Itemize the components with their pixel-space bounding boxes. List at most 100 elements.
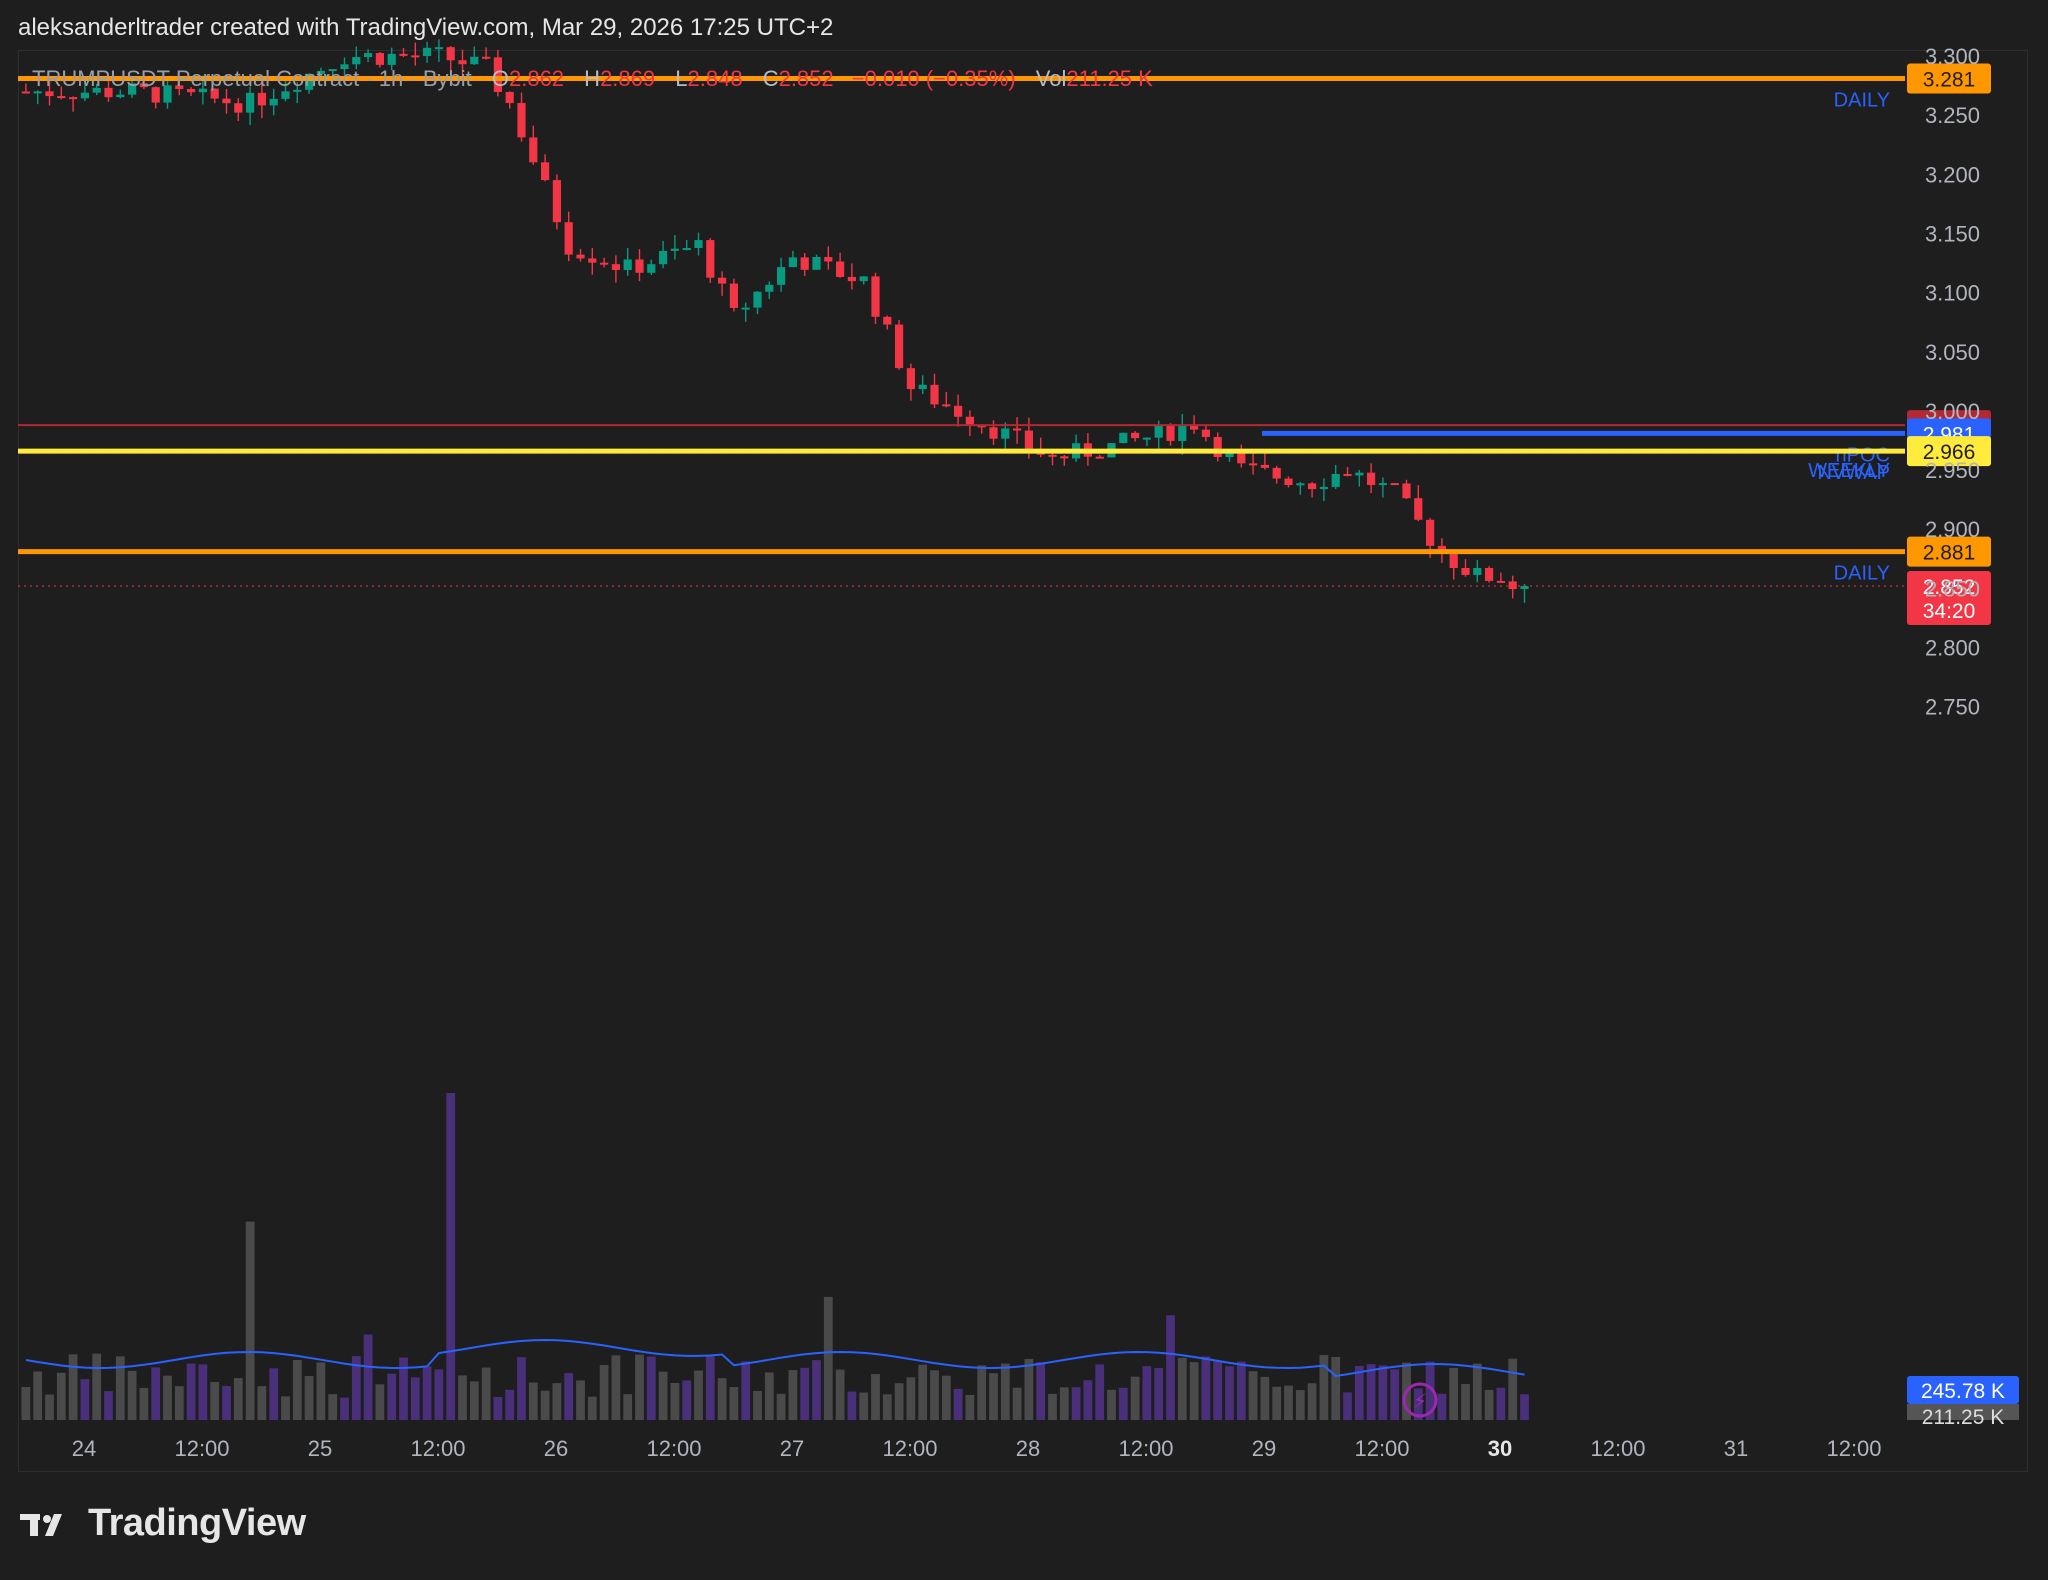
candle-body[interactable] (1142, 437, 1151, 440)
candle-body[interactable] (1201, 429, 1210, 437)
candle-body[interactable] (505, 91, 514, 104)
candle-body[interactable] (1461, 567, 1470, 575)
candle-body[interactable] (375, 53, 384, 65)
candle-body[interactable] (364, 53, 373, 58)
candle-body[interactable] (1520, 585, 1529, 590)
candle-body[interactable] (753, 291, 762, 308)
candle-body[interactable] (1449, 553, 1458, 568)
candle-body[interactable] (954, 405, 963, 417)
candle-body[interactable] (871, 276, 880, 317)
candle-body[interactable] (1367, 472, 1376, 485)
candle-body[interactable] (1414, 498, 1423, 520)
candle-body[interactable] (281, 91, 290, 99)
candle-body[interactable] (1166, 424, 1175, 441)
candle-body[interactable] (1178, 424, 1187, 441)
candle-body[interactable] (930, 384, 939, 405)
candle-body[interactable] (800, 257, 809, 270)
candle-body[interactable] (116, 94, 125, 98)
candle-body[interactable] (1426, 519, 1435, 546)
candle-body[interactable] (305, 73, 314, 90)
candle-body[interactable] (1119, 432, 1128, 444)
candle-body[interactable] (45, 91, 54, 97)
candle-body[interactable] (1225, 452, 1234, 457)
candle-body[interactable] (989, 427, 998, 439)
candle-body[interactable] (423, 47, 432, 57)
candle-body[interactable] (1048, 454, 1057, 457)
candle-body[interactable] (1343, 473, 1352, 476)
candle-body[interactable] (234, 103, 243, 113)
candle-body[interactable] (470, 56, 479, 65)
candle-body[interactable] (576, 254, 585, 259)
candle-body[interactable] (564, 222, 573, 255)
candle-body[interactable] (1473, 567, 1482, 575)
candle-body[interactable] (706, 240, 715, 278)
candle-body[interactable] (387, 53, 396, 65)
candle-body[interactable] (788, 257, 797, 268)
candle-body[interactable] (906, 368, 915, 390)
candle-body[interactable] (187, 89, 196, 93)
candle-body[interactable] (352, 57, 361, 65)
candle-body[interactable] (33, 91, 42, 94)
candle-body[interactable] (411, 55, 420, 58)
candle-body[interactable] (659, 250, 668, 265)
candle-body[interactable] (611, 264, 620, 270)
candle-body[interactable] (588, 258, 597, 263)
symbol-title[interactable]: TRUMPUSDT Perpetual Contract · 1h · Bybi… (32, 66, 472, 91)
candle-body[interactable] (340, 64, 349, 70)
candle-body[interactable] (222, 98, 231, 104)
candle-body[interactable] (269, 98, 278, 106)
candle-body[interactable] (729, 283, 738, 308)
candle-body[interactable] (859, 276, 868, 282)
candle-body[interactable] (1024, 430, 1033, 449)
candle-body[interactable] (1485, 567, 1494, 581)
candle-body[interactable] (1095, 456, 1104, 459)
candle-body[interactable] (1154, 424, 1163, 438)
candle-body[interactable] (1331, 473, 1340, 487)
candle-body[interactable] (328, 69, 337, 72)
candle-body[interactable] (623, 259, 632, 270)
lightning-icon[interactable] (1402, 1382, 1438, 1418)
candle-body[interactable] (647, 264, 656, 273)
candle-body[interactable] (482, 56, 491, 59)
candle-body[interactable] (446, 47, 455, 61)
candle-body[interactable] (1249, 463, 1258, 466)
candle-body[interactable] (1296, 483, 1305, 486)
candle-body[interactable] (1308, 483, 1317, 490)
candle-body[interactable] (246, 92, 255, 113)
candle-body[interactable] (918, 384, 927, 390)
candle-body[interactable] (517, 103, 526, 138)
candle-body[interactable] (765, 284, 774, 292)
candle-body[interactable] (104, 87, 113, 98)
candle-body[interactable] (57, 96, 66, 99)
candle-body[interactable] (1402, 483, 1411, 499)
candle-body[interactable] (1508, 581, 1517, 590)
candle-body[interactable] (1131, 432, 1140, 439)
candle-body[interactable] (777, 267, 786, 285)
candle-body[interactable] (1213, 436, 1222, 457)
candle-body[interactable] (541, 162, 550, 181)
candle-body[interactable] (198, 88, 207, 93)
candle-body[interactable] (316, 70, 325, 74)
candle-body[interactable] (741, 307, 750, 310)
candle-body[interactable] (836, 261, 845, 277)
candle-body[interactable] (434, 47, 443, 50)
candle-body[interactable] (1060, 456, 1069, 459)
candle-body[interactable] (1190, 424, 1199, 430)
candle-body[interactable] (493, 57, 502, 92)
candle-body[interactable] (847, 276, 856, 282)
candle-body[interactable] (1390, 483, 1399, 486)
candle-body[interactable] (21, 91, 30, 94)
candle-body[interactable] (670, 248, 679, 251)
candle-body[interactable] (1013, 428, 1022, 431)
candle-body[interactable] (965, 416, 974, 426)
candle-body[interactable] (399, 53, 408, 56)
candle-body[interactable] (682, 248, 691, 251)
candle-body[interactable] (600, 262, 609, 265)
candle-body[interactable] (942, 404, 951, 407)
candle-body[interactable] (1355, 472, 1364, 476)
candle-body[interactable] (92, 87, 101, 93)
candle-body[interactable] (1237, 452, 1246, 464)
candle-body[interactable] (635, 259, 644, 273)
candle-body[interactable] (163, 85, 172, 103)
